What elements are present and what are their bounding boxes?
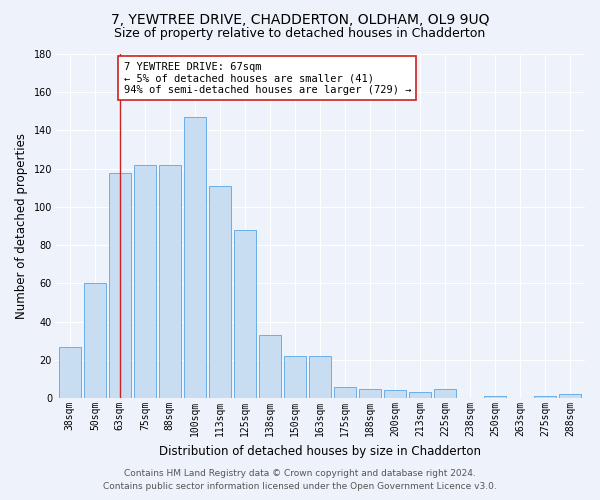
Text: Size of property relative to detached houses in Chadderton: Size of property relative to detached ho… [115,28,485,40]
Bar [559,394,581,398]
Text: 7 YEWTREE DRIVE: 67sqm
← 5% of detached houses are smaller (41)
94% of semi-deta: 7 YEWTREE DRIVE: 67sqm ← 5% of detached … [124,62,411,95]
Bar [259,335,281,398]
Bar [158,165,181,398]
Bar [209,186,231,398]
Bar [233,230,256,398]
Text: 7, YEWTREE DRIVE, CHADDERTON, OLDHAM, OL9 9UQ: 7, YEWTREE DRIVE, CHADDERTON, OLDHAM, OL… [111,12,489,26]
Bar [409,392,431,398]
Bar [359,388,381,398]
Text: Contains HM Land Registry data © Crown copyright and database right 2024.
Contai: Contains HM Land Registry data © Crown c… [103,469,497,491]
Bar [59,346,81,398]
Bar [83,284,106,398]
Bar [109,172,131,398]
Bar [308,356,331,398]
Bar [284,356,306,398]
Bar [383,390,406,398]
Y-axis label: Number of detached properties: Number of detached properties [15,133,28,319]
Bar [534,396,556,398]
X-axis label: Distribution of detached houses by size in Chadderton: Distribution of detached houses by size … [159,444,481,458]
Bar [334,386,356,398]
Bar [184,117,206,398]
Bar [434,388,456,398]
Bar [484,396,506,398]
Bar [134,165,156,398]
